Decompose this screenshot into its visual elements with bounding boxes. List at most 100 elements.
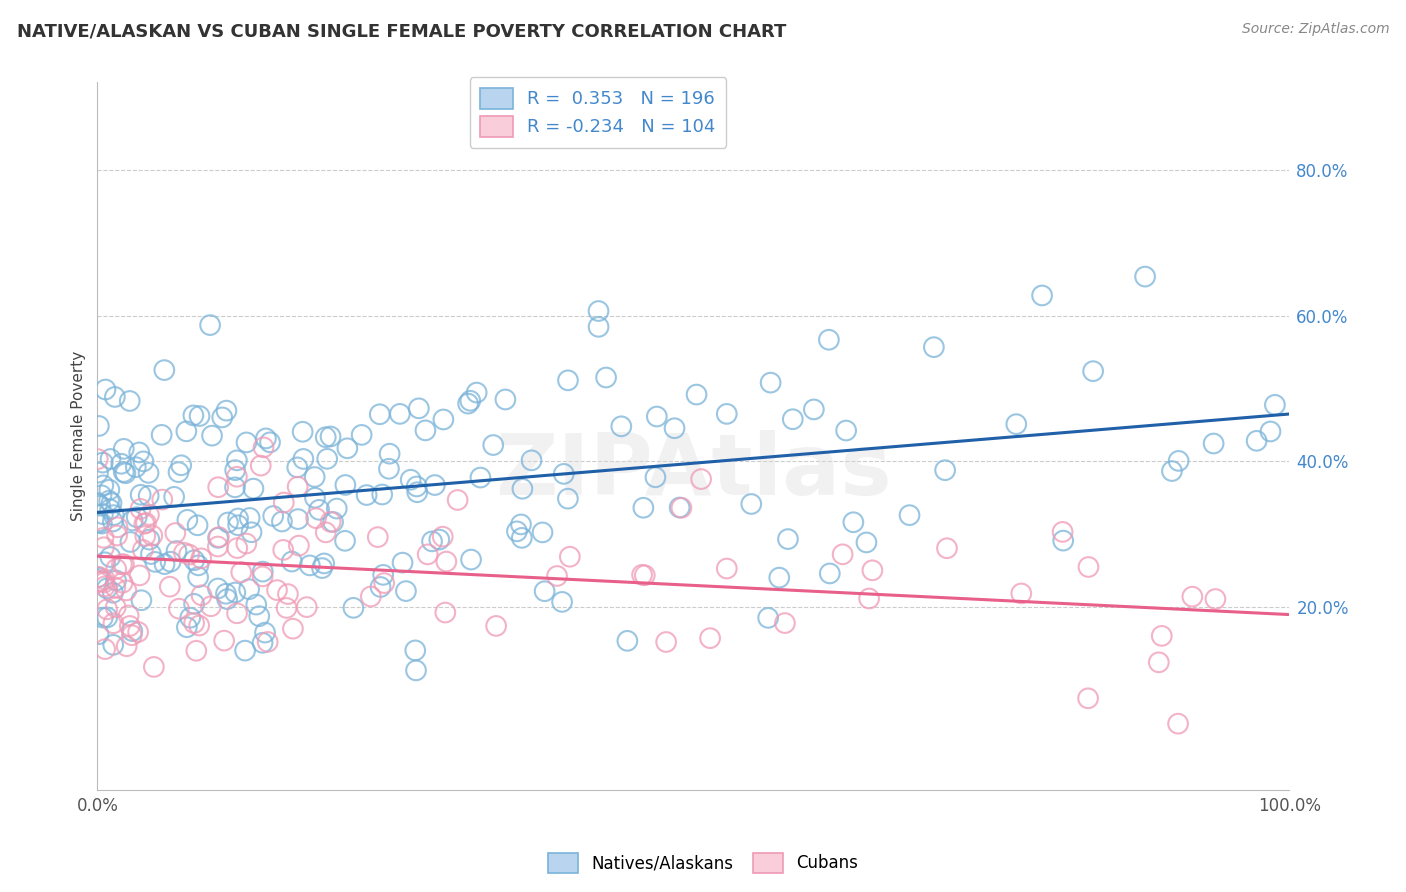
Point (153, 557, 176, 571)
Point (510, 531, 533, 545)
Point (756, 611, 779, 625)
Legend: Natives/Alaskans, Cubans: Natives/Alaskans, Cubans (541, 847, 865, 880)
Point (1181, 590, 1204, 604)
Point (96, 602, 118, 616)
Point (143, 555, 166, 569)
Point (423, 478, 446, 492)
Point (408, 401, 430, 416)
Point (803, 402, 825, 417)
Point (292, 452, 315, 467)
Point (485, 619, 508, 633)
Point (253, 625, 276, 640)
Point (308, 503, 330, 517)
Point (87, 575, 110, 590)
Point (1202, 436, 1225, 450)
Point (100, 452, 122, 467)
Point (818, 333, 841, 347)
Point (432, 530, 454, 544)
Point (249, 458, 271, 473)
Point (167, 601, 190, 615)
Point (759, 376, 782, 390)
Point (183, 597, 205, 611)
Point (558, 549, 581, 564)
Point (432, 412, 454, 426)
Point (247, 609, 270, 624)
Point (266, 583, 288, 598)
Point (138, 533, 160, 547)
Point (211, 410, 233, 425)
Point (167, 465, 190, 479)
Point (121, 628, 143, 642)
Point (510, 517, 533, 532)
Point (96, 582, 118, 596)
Point (533, 584, 555, 599)
Point (245, 598, 267, 612)
Point (138, 489, 160, 503)
Point (1005, 417, 1028, 432)
Point (120, 535, 142, 549)
Point (91, 610, 114, 624)
Point (187, 570, 209, 584)
Point (104, 600, 127, 615)
Point (655, 635, 678, 649)
Point (395, 584, 418, 599)
Point (90, 516, 112, 531)
Point (595, 370, 617, 384)
Point (342, 600, 364, 615)
Point (936, 541, 959, 556)
Point (86, 496, 108, 510)
Point (176, 620, 198, 634)
Point (118, 619, 141, 633)
Point (150, 492, 173, 507)
Point (259, 435, 281, 450)
Point (1133, 269, 1156, 284)
Point (201, 428, 224, 442)
Point (183, 553, 205, 567)
Point (645, 409, 668, 424)
Point (287, 480, 309, 494)
Point (165, 526, 187, 541)
Point (367, 530, 389, 544)
Point (350, 428, 373, 442)
Point (200, 599, 222, 614)
Point (91, 478, 114, 492)
Point (207, 480, 229, 494)
Point (105, 574, 128, 588)
Point (235, 435, 257, 450)
Point (319, 515, 342, 529)
Point (93, 573, 115, 587)
Point (434, 555, 457, 569)
Point (281, 622, 304, 636)
Point (89, 516, 111, 530)
Point (138, 466, 160, 480)
Point (107, 520, 129, 534)
Point (1031, 288, 1053, 302)
Point (91, 456, 114, 470)
Point (356, 488, 378, 502)
Point (335, 478, 357, 492)
Point (631, 567, 654, 582)
Point (212, 633, 235, 648)
Point (415, 423, 437, 437)
Point (298, 558, 321, 573)
Point (922, 340, 945, 354)
Point (316, 451, 339, 466)
Point (458, 393, 481, 408)
Point (322, 515, 344, 529)
Point (252, 636, 274, 650)
Point (405, 479, 427, 493)
Point (134, 529, 156, 543)
Point (406, 485, 429, 500)
Point (1147, 656, 1170, 670)
Point (664, 421, 686, 435)
Point (311, 561, 333, 575)
Point (685, 387, 707, 401)
Point (319, 429, 342, 443)
Point (226, 469, 249, 483)
Point (551, 595, 574, 609)
Point (207, 582, 229, 596)
Point (87, 627, 110, 641)
Point (399, 473, 422, 487)
Point (291, 425, 314, 439)
Point (457, 396, 479, 410)
